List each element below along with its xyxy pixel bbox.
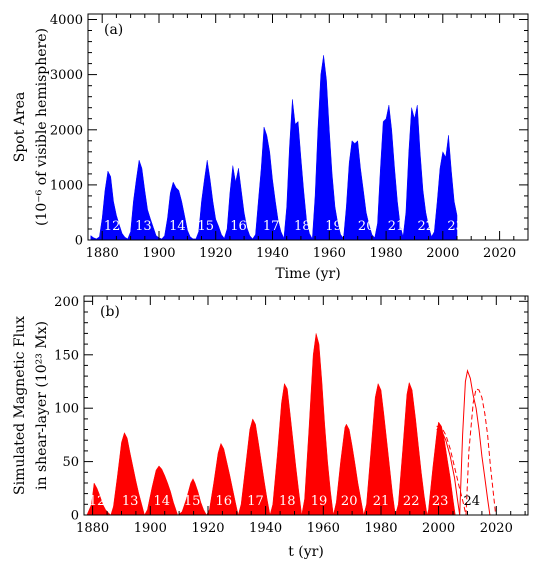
panel-b-cycle-label: 12	[89, 494, 106, 509]
panel-a-cycle-label: 18	[294, 219, 311, 234]
panel-b-y-tick-label: 50	[62, 455, 79, 470]
panel-b-cycle-label: 22	[403, 494, 420, 509]
panel-a-x-axis-label: Time (yr)	[275, 266, 340, 282]
panel-b-cycle-label: 19	[311, 494, 328, 509]
panel-a-plot-area: 12 13 14 15 16 17 18 19 20 21 22 23	[90, 55, 464, 241]
panel-a-y-tick-label: 2000	[50, 123, 83, 138]
panel-a-spot-area-chart: 12 13 14 15 16 17 18 19 20 21 22 23 1880 1900 1920 194…	[12, 13, 529, 282]
panel-b-ticks: 1880 1900 1920 1940 1960 1980 2000 202005010015…	[54, 295, 528, 536]
panel-a-y-axis-label-line1: Spot Area	[12, 92, 28, 163]
panel-b-x-tick-label: 1980	[364, 521, 397, 536]
panel-a-cycle-label: 21	[388, 219, 405, 234]
panel-a-y-tick-label: 3000	[50, 68, 83, 83]
panel-a-cycle-label: 16	[230, 219, 247, 234]
panel-b-x-axis-label: t (yr)	[288, 544, 324, 560]
panel-a-x-tick-label: 1960	[313, 246, 346, 261]
panel-b-cycle-label: 17	[247, 494, 264, 509]
panel-b-y-tick-label: 0	[71, 509, 79, 524]
panel-a-cycle-label: 14	[169, 219, 186, 234]
panel-b-projection-dashed-line	[436, 388, 497, 516]
panel-b-projection-solid-line	[436, 368, 491, 516]
panel-b-cycle-label: 14	[154, 494, 171, 509]
panel-a-cycle-label: 17	[263, 219, 280, 234]
panel-b-x-tick-label: 1960	[307, 521, 340, 536]
panel-a-cycle-label: 22	[418, 219, 435, 234]
panel-b-magnetic-flux-chart: 12 13 14 15 16 17 18 19 20 21 22 23 24 1880 1900 1920 1…	[12, 295, 529, 560]
panel-a-cycle-label: 19	[325, 219, 342, 234]
panel-a-cycle-label: 13	[135, 219, 152, 234]
panel-b-x-tick-label: 1920	[191, 521, 224, 536]
panel-a-x-tick-label: 1980	[370, 246, 403, 261]
panel-b-plot-area: 12 13 14 15 16 17 18 19 20 21 22 23 24	[86, 333, 497, 516]
panel-b-x-tick-label: 1940	[249, 521, 282, 536]
panel-a-y-tick-label: 0	[75, 234, 83, 249]
panel-b-y-tick-label: 200	[54, 295, 79, 310]
panel-b-series-0-area	[86, 333, 456, 516]
panel-a-y-tick-label: 4000	[50, 13, 83, 28]
panel-b-cycle-label: 15	[184, 494, 201, 509]
panel-b-x-tick-label: 2000	[422, 521, 455, 536]
panel-b-cycle-label: 20	[341, 494, 358, 509]
panel-a-cycle-label: 15	[198, 219, 215, 234]
panel-b-cycle-label: 18	[279, 494, 296, 509]
panel-a-x-tick-label: 1940	[256, 246, 289, 261]
panel-b-cycle-label: 21	[373, 494, 390, 509]
panel-a-x-tick-label: 2020	[483, 246, 516, 261]
panel-b-x-tick-label: 2020	[480, 521, 513, 536]
panel-b-y-tick-label: 100	[54, 402, 79, 417]
panel-a-x-tick-label: 1900	[142, 246, 175, 261]
panel-a-y-axis-label-line2: (10⁻⁶ of visible hemisphere)	[34, 28, 50, 226]
panel-b-cycle-label: 23	[432, 494, 449, 509]
panel-a-label: (a)	[104, 22, 123, 38]
panel-b-y-axis-label-line1: Simulated Magnetic Flux	[12, 316, 28, 495]
panel-a-ticks: 1880 1900 1920 1940 1960 1980 2000 202001000200…	[50, 13, 529, 261]
panel-b-label: (b)	[100, 304, 120, 320]
panel-a-frame	[87, 13, 529, 241]
panel-b-cycle-label: 16	[216, 494, 233, 509]
panel-a-cycle-label: 12	[104, 219, 121, 234]
panel-a-series-0-area	[90, 55, 458, 241]
panel-a-cycle-label: 23	[447, 219, 464, 234]
panel-b-x-tick-label: 1900	[134, 521, 167, 536]
panel-a-x-tick-label: 1920	[199, 246, 232, 261]
panel-b-y-tick-label: 150	[54, 348, 79, 363]
panel-a-cycle-label: 20	[358, 219, 375, 234]
panel-a-y-tick-label: 1000	[50, 178, 83, 193]
panel-a-x-tick-label: 2000	[426, 246, 459, 261]
panel-b-x-tick-label: 1880	[76, 521, 109, 536]
panel-b-cycle-label: 13	[122, 494, 139, 509]
panel-b-cycle-label: 24	[464, 494, 481, 509]
panel-b-y-axis-label-line2: in shear-layer (10²³ Mx)	[34, 321, 50, 490]
panel-a-x-tick-label: 1880	[86, 246, 119, 261]
panel-b-frame	[83, 295, 529, 516]
